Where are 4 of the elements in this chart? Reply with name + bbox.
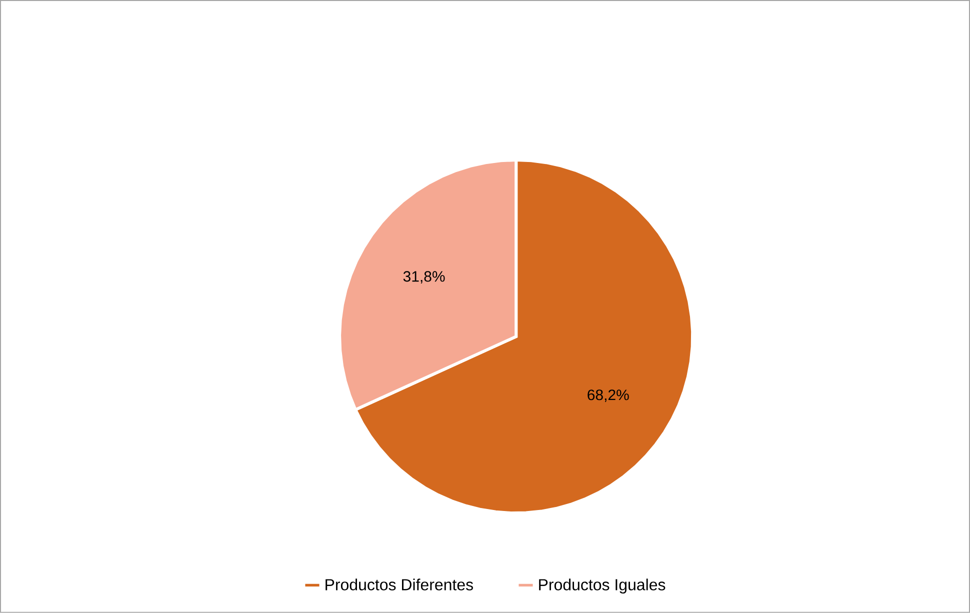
legend-label: Productos Diferentes (326, 578, 473, 590)
data-label: 68,2% (588, 390, 629, 402)
data-label: 31,8% (403, 271, 445, 284)
legend-label: Productos Iguales (539, 578, 666, 594)
